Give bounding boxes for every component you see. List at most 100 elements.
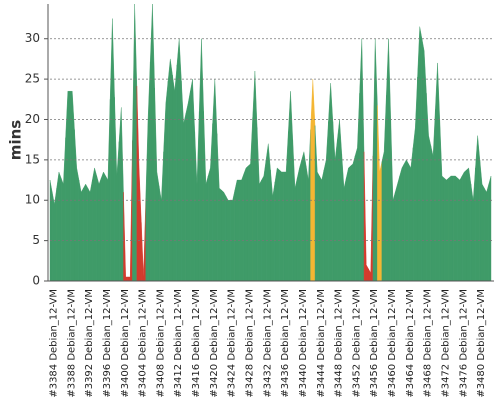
build-area [470,167,476,282]
build-area [181,81,187,282]
build-area [145,61,151,282]
build-area [457,175,463,282]
build-area [341,153,347,282]
build-area [310,79,316,282]
y-tick-label: 25 [25,72,40,86]
x-tick-label: #3476 Debian_12-VM [458,289,469,398]
build-area [243,165,249,282]
build-area [417,26,423,282]
build-area [105,99,111,282]
build-area [274,167,280,282]
build-area [154,87,160,282]
build-area [203,111,209,282]
x-tick-label: #3468 Debian_12-VM [423,289,434,398]
x-tick-label: #3472 Debian_12-VM [441,289,452,398]
x-tick-label: #3444 Debian_12-VM [316,289,327,398]
build-area [127,140,133,282]
build-area [408,147,414,282]
build-area [430,109,436,282]
build-area [78,180,84,282]
build-area [83,183,89,282]
x-tick-label: #3452 Debian_12-VM [351,289,362,398]
build-area [190,79,195,282]
build-area [52,188,57,282]
x-tick-label: #3388 Debian_12-VM [66,289,77,398]
build-area [92,167,97,282]
x-tick-label: #3436 Debian_12-VM [280,289,291,398]
build-area [305,129,311,282]
build-area [297,159,302,282]
build-area [56,171,62,282]
build-area [216,133,222,282]
build-area [114,97,120,282]
x-tick-label: #3424 Debian_12-VM [227,289,238,398]
y-tick-label: 0 [32,274,40,288]
build-area [323,121,329,282]
build-area [96,175,102,282]
build-area [452,175,458,282]
build-area [328,83,334,282]
y-axis-label: mins [7,120,25,160]
build-area [448,175,454,282]
build-area [172,64,178,282]
build-area [74,129,80,282]
build-area [132,3,138,282]
build-area [475,135,481,282]
build-area [163,81,169,282]
build-area [426,93,432,282]
x-tick-label: #3392 Debian_12-VM [84,289,95,398]
build-area [194,111,200,282]
x-tick-label: #3408 Debian_12-VM [155,289,166,398]
build-area [248,117,253,282]
build-area [314,125,320,282]
x-tick-label: #3396 Debian_12-VM [102,289,113,398]
x-tick-label: #3432 Debian_12-VM [262,289,273,398]
x-tick-label: #3464 Debian_12-VM [405,289,416,398]
build-area [395,175,400,282]
build-area [141,198,146,282]
build-area [239,173,244,282]
build-area [230,190,236,282]
build-area [332,121,338,282]
build-area [207,123,213,282]
build-area [234,179,240,282]
build-area [381,95,387,282]
x-tick-label: #3448 Debian_12-VM [334,289,345,398]
build-area [261,159,267,282]
x-tick-label: #3440 Debian_12-VM [298,289,309,398]
build-area [279,169,285,282]
build-area [252,71,258,282]
build-area [368,155,374,282]
build-area [346,165,351,282]
build-area [444,177,449,282]
build-area [225,196,231,282]
build-area [150,3,155,282]
build-area [101,171,106,282]
build-area [461,169,467,282]
build-area [49,180,53,282]
build-area [354,93,360,282]
build-area [265,143,271,282]
build-area [212,79,218,282]
build-area [256,127,262,282]
x-tick-label: #3384 Debian_12-VM [49,289,60,398]
x-tick-label: #3412 Debian_12-VM [173,289,184,398]
x-tick-label: #3416 Debian_12-VM [191,289,202,398]
x-tick-label: #3460 Debian_12-VM [387,289,398,398]
build-area [488,175,492,282]
build-area [363,151,369,282]
build-area [158,151,164,282]
x-tick-label: #3420 Debian_12-VM [209,289,220,398]
build-area [109,18,115,282]
build-area [412,77,418,282]
y-tick-label: 10 [25,193,40,207]
build-area [123,192,129,282]
build-area [377,105,383,282]
y-tick-label: 5 [32,233,40,247]
build-area [283,131,289,282]
x-tick-label: #3480 Debian_12-VM [476,289,487,398]
build-area [87,180,93,282]
build-area [466,167,472,282]
build-area [403,159,409,282]
